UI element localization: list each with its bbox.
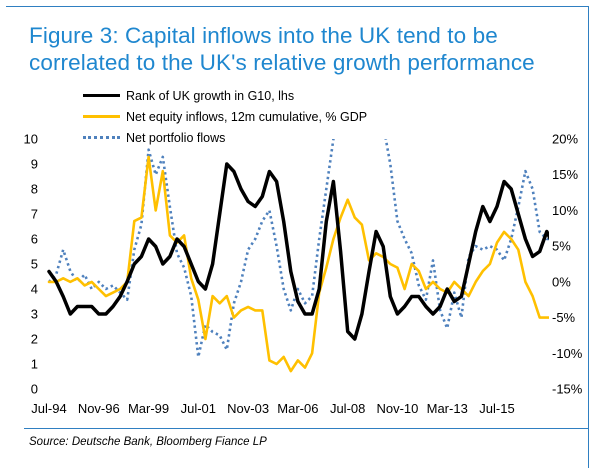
series-equity-line bbox=[47, 155, 549, 373]
x-tick-label: Mar-13 bbox=[427, 401, 468, 416]
y-left-tick-label: 4 bbox=[31, 282, 38, 297]
x-tick-label: Nov-03 bbox=[227, 401, 269, 416]
x-tick-label: Jul-01 bbox=[181, 401, 216, 416]
y-right-tick-label: 10% bbox=[552, 203, 578, 218]
legend-item-rank: Rank of UK growth in G10, lhs bbox=[83, 85, 367, 106]
title-line-1: Figure 3: Capital inflows into the UK te… bbox=[29, 23, 498, 48]
y-left-tick-label: 7 bbox=[31, 207, 38, 222]
y-right-tick-label: 20% bbox=[552, 132, 578, 147]
source-divider bbox=[24, 428, 588, 429]
y-left-tick-label: 2 bbox=[31, 332, 38, 347]
x-tick-label: Nov-10 bbox=[376, 401, 418, 416]
x-tick-label: Jul-15 bbox=[479, 401, 514, 416]
legend-item-equity: Net equity inflows, 12m cumulative, % GD… bbox=[83, 106, 367, 127]
y-right-tick-label: -5% bbox=[552, 310, 576, 325]
x-tick-label: Mar-99 bbox=[128, 401, 169, 416]
y-right-tick-label: 0% bbox=[552, 274, 571, 289]
chart-legend: Rank of UK growth in G10, lhs Net equity… bbox=[83, 85, 367, 148]
y-left-tick-label: 6 bbox=[31, 232, 38, 247]
y-left-tick-label: 8 bbox=[31, 182, 38, 197]
y-left-tick-label: 3 bbox=[31, 307, 38, 322]
legend-swatch-rank bbox=[83, 94, 120, 97]
y-left-tick-label: 1 bbox=[31, 357, 38, 372]
x-tick-label: Nov-96 bbox=[78, 401, 120, 416]
figure-frame bbox=[6, 6, 589, 468]
figure-title: Figure 3: Capital inflows into the UK te… bbox=[29, 22, 589, 76]
y-left-tick-label: 9 bbox=[31, 157, 38, 172]
y-right-tick-label: -15% bbox=[552, 382, 583, 397]
legend-label-equity: Net equity inflows, 12m cumulative, % GD… bbox=[126, 109, 368, 124]
series-rank-line bbox=[47, 162, 549, 341]
y-right-tick-label: -10% bbox=[552, 346, 583, 361]
y-left-tick-label: 0 bbox=[31, 382, 38, 397]
title-line-2: correlated to the UK's relative growth p… bbox=[29, 50, 535, 75]
x-tick-label: Jul-94 bbox=[31, 401, 66, 416]
legend-swatch-portfolio bbox=[83, 136, 120, 139]
y-left-tick-label: 5 bbox=[31, 257, 38, 272]
series-portfolio-line bbox=[48, 139, 549, 359]
legend-label-rank: Rank of UK growth in G10, lhs bbox=[126, 88, 295, 103]
legend-swatch-equity bbox=[83, 115, 120, 118]
legend-item-portfolio: Net portfolio flows bbox=[83, 127, 367, 148]
y-right-tick-label: 5% bbox=[552, 239, 571, 254]
source-note: Source: Deutsche Bank, Bloomberg Fiance … bbox=[29, 436, 267, 448]
y-left-tick-label: 10 bbox=[24, 132, 38, 147]
legend-label-portfolio: Net portfolio flows bbox=[126, 130, 226, 145]
y-right-tick-label: 15% bbox=[552, 167, 578, 182]
x-tick-label: Mar-06 bbox=[277, 401, 318, 416]
x-tick-label: Jul-08 bbox=[330, 401, 365, 416]
